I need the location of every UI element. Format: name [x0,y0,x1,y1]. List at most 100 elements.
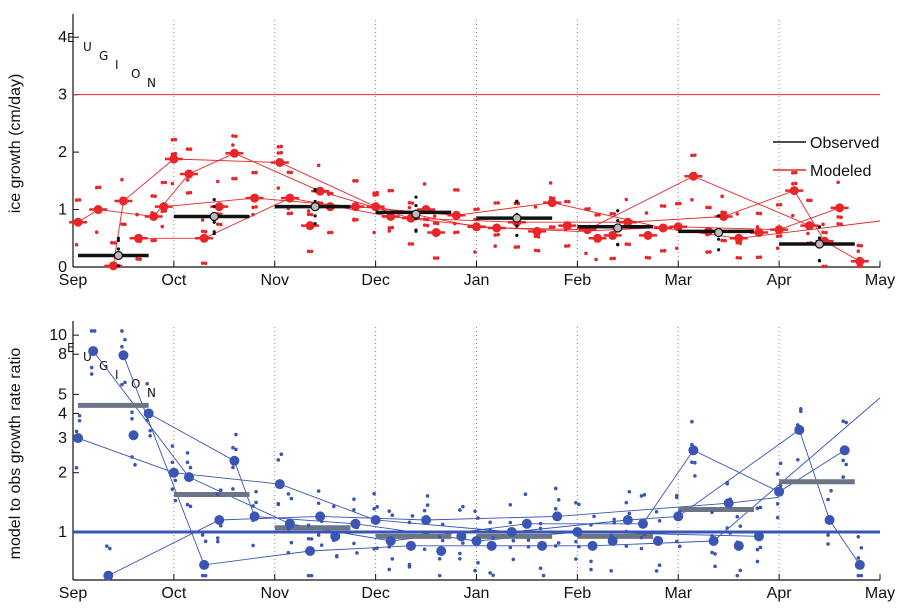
modeled-point [214,202,224,212]
modeled-point [623,217,633,227]
ratio-sample-dot [372,506,376,511]
inset-letter: G [99,359,108,373]
modeled-sample-dot [566,199,571,204]
ratio-point [199,559,210,570]
modeled-sample-dot [677,201,682,206]
observed-sample-dot [616,219,620,223]
x-tick-label: Mar [664,585,692,602]
observed-sample-dot [515,233,519,237]
modeled-point [774,225,784,235]
observed-sample-dot [616,242,620,246]
ratio-sample-dot [108,546,112,551]
ratio-sample-dot [592,514,596,519]
ratio-sample-dot [473,568,477,573]
ratio-sample-dot [306,523,311,528]
ratio-track [148,413,759,542]
x-tick-label: May [865,585,895,602]
ratio-sample-dot [523,492,528,497]
ratio-sample-dot [458,551,462,556]
modeled-sample-dot [516,245,521,249]
ratio-sample-dot [254,489,258,494]
modeled-sample-dot [775,203,780,207]
modeled-sample-dot [135,212,139,217]
ratio-sample-dot [309,537,314,541]
modeled-sample-dot [422,217,427,221]
ratio-point [118,350,129,361]
ratio-sample-dot [511,557,516,562]
inset-letter: I [115,368,119,382]
top-panel: 0 1 2 3 4 Sep Oct Nov Dec Jan Feb Mar Apr May ice grow… [7,14,895,289]
ratio-point [249,511,260,522]
modeled-sample-dot [705,205,709,210]
modeled-sample-dot [173,137,178,142]
ratio-point [471,535,482,546]
modeled-sample-dot [551,225,556,229]
ratio-sample-dot [390,557,395,561]
modeled-sample-dot [563,199,568,204]
ratio-sample-dot [331,504,336,509]
modeled-sample-dot [856,243,861,248]
modeled-sample-dot [587,207,591,211]
legend-observed-label: Observed [810,135,879,152]
y-tick-label: 4 [58,29,67,46]
ratio-sample-dot [538,526,543,531]
ratio-point [506,526,517,537]
ratio-sample-dot [654,509,659,514]
modeled-sample-dot [644,211,649,215]
ratio-sample-dot [89,329,94,333]
ratio-sample-dot [234,432,238,437]
inset-letter: O [131,67,140,81]
modeled-point [386,211,396,221]
ratio-point [370,515,381,526]
modeled-sample-dot [662,248,667,253]
ratio-sample-dot [642,493,647,497]
ratio-sample-dot [130,455,134,459]
ratio-sample-dot [775,502,780,506]
ratio-point [168,467,179,478]
modeled-sample-dot [251,212,255,217]
ratio-point [653,535,664,546]
ratio-sample-dot [844,462,848,467]
ratio-track [122,355,881,566]
modeled-sample-dot [326,230,331,235]
modeled-point [547,198,557,208]
ratio-sample-dot [407,520,412,525]
x-tick-label: Dec [361,272,389,289]
ratio-sample-dot [859,546,864,550]
modeled-sample-dot [432,256,437,260]
ratio-sample-dot [677,544,682,549]
ratio-point [436,546,447,557]
modeled-point [184,169,194,179]
y-tick-label: 2 [58,465,67,482]
modeled-point [789,186,799,196]
ratio-sample-dot [775,472,780,476]
ratio-sample-dot [841,458,845,463]
ratio-sample-dot [279,452,284,457]
modeled-point [658,223,668,233]
modeled-sample-dot [160,180,165,185]
modeled-sample-dot [533,205,538,209]
ratio-sample-dot [725,482,729,486]
modeled-sample-dot [453,230,457,235]
ratio-sample-dot [488,520,492,525]
ratio-point [486,540,497,551]
ratio-sample-dot [826,497,830,502]
ratio-point [284,518,295,529]
ratio-track [77,429,861,566]
modeled-sample-dot [407,242,412,246]
ratio-sample-dot [624,544,629,548]
ratio-sample-dot [841,475,845,479]
modeled-sample-dot [170,181,175,186]
modeled-sample-dot [690,153,694,158]
ratio-sample-dot [553,544,558,548]
modeled-sample-dot [153,238,157,243]
ratio-sample-dot [476,516,480,520]
ratio-sample-dot [642,532,647,537]
modeled-sample-dot [778,234,783,238]
ratio-sample-dot [231,487,235,491]
ratio-sample-dot [276,502,281,507]
modeled-sample-dot [793,181,798,186]
inset-letter: N [147,76,156,90]
modeled-sample-dot [755,255,760,260]
ratio-sample-dot [372,491,376,496]
